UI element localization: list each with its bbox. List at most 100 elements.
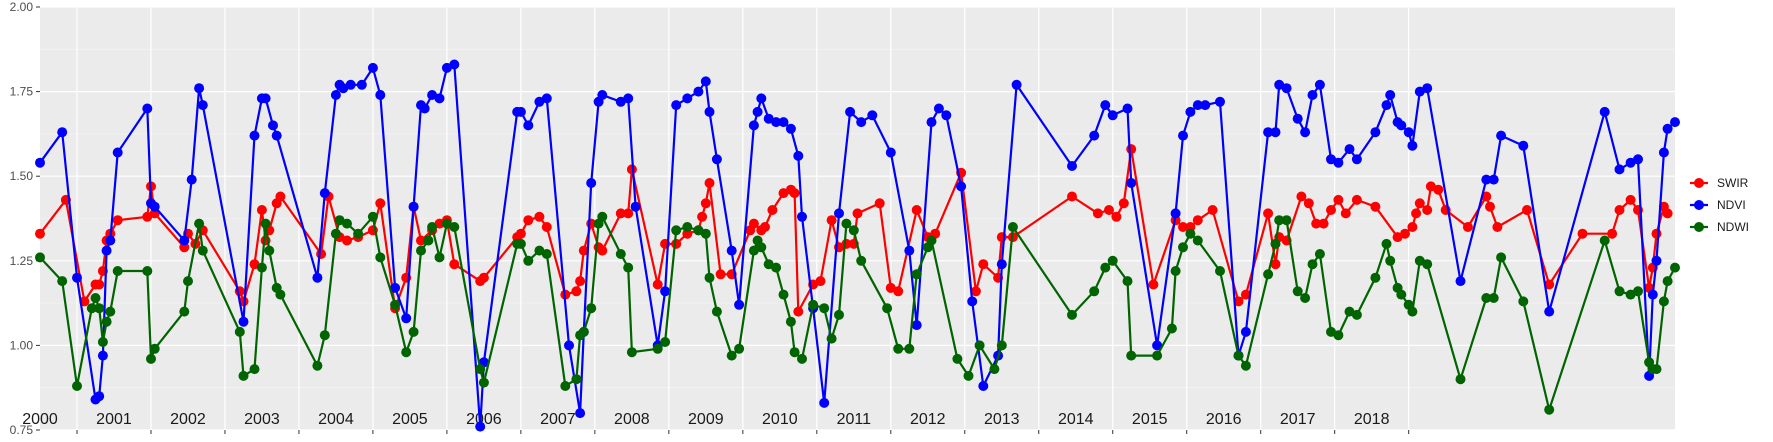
data-point-ndwi (826, 333, 837, 344)
data-point-ndvi (693, 86, 704, 97)
data-point-ndvi (1651, 255, 1662, 266)
data-point-ndwi (312, 360, 323, 371)
data-point-ndwi (1126, 350, 1137, 361)
data-point-ndvi (419, 103, 430, 114)
data-point-ndvi (904, 245, 915, 256)
data-point-ndwi (911, 269, 922, 280)
data-point-ndwi (423, 235, 434, 246)
data-point-ndvi (956, 181, 967, 192)
data-point-ndvi (1107, 110, 1118, 121)
data-point-ndvi (911, 320, 922, 331)
data-point-ndwi (541, 249, 552, 259)
data-point-ndvi (1455, 276, 1466, 287)
data-point-swir (852, 208, 863, 219)
data-point-swir (597, 245, 608, 256)
data-point-ndwi (1407, 306, 1418, 317)
data-point-ndvi (1192, 100, 1203, 111)
data-point-swir (626, 164, 637, 175)
data-point-swir (767, 205, 778, 215)
data-point-ndvi (142, 103, 153, 114)
legend-label: NDWI (1717, 220, 1749, 234)
data-point-ndvi (845, 106, 856, 117)
data-point-ndvi (112, 147, 123, 158)
data-point-ndwi (112, 266, 123, 276)
data-point-ndvi (1407, 140, 1418, 151)
data-point-ndvi (1381, 100, 1392, 111)
data-point-swir (1625, 194, 1636, 205)
data-point-swir (416, 235, 426, 246)
legend: SWIR NDVI NDWI (1688, 173, 1749, 237)
data-point-ndwi (1381, 238, 1392, 249)
legend-key-point (1694, 178, 1704, 188)
data-point-ndwi (97, 337, 108, 347)
series-ndvi (35, 59, 1680, 432)
data-point-ndvi (194, 83, 205, 94)
data-point-ndwi (408, 326, 419, 337)
data-point-ndwi (1496, 252, 1507, 263)
data-point-ndwi (660, 337, 671, 347)
data-point-ndwi (652, 343, 663, 354)
data-point-swir (893, 286, 904, 297)
data-point-swir (789, 188, 800, 199)
data-point-swir (1126, 144, 1137, 155)
data-point-swir (1263, 208, 1274, 219)
data-point-swir (1492, 222, 1503, 232)
data-point-ndvi (1385, 90, 1396, 100)
data-point-ndvi (312, 272, 323, 283)
data-point-ndwi (560, 381, 571, 391)
data-point-swir (874, 198, 885, 209)
data-point-ndvi (197, 100, 208, 111)
data-point-swir (623, 208, 634, 219)
data-point-swir (1544, 279, 1555, 290)
data-point-ndwi (711, 306, 722, 317)
data-point-ndvi (1100, 100, 1111, 111)
data-point-ndwi (571, 374, 582, 385)
data-point-ndwi (856, 255, 867, 266)
data-point-swir (652, 279, 663, 290)
data-point-ndwi (1240, 360, 1251, 371)
data-point-swir (715, 269, 726, 280)
data-point-ndwi (1351, 309, 1362, 320)
data-point-swir (1240, 289, 1251, 300)
data-point-ndwi (1192, 235, 1203, 246)
data-point-ndwi (1274, 215, 1285, 226)
data-point-ndvi (1314, 79, 1325, 90)
data-point-ndvi (179, 235, 190, 246)
year-label: 2014 (1058, 411, 1094, 428)
data-point-swir (1296, 191, 1307, 202)
data-point-ndwi (1170, 266, 1181, 276)
data-point-ndwi (390, 299, 401, 310)
data-point-ndvi (1481, 174, 1492, 185)
year-labels: 2000 2001 2002 2003 2004 2005 2006 2007 2008 2009… (22, 411, 1389, 428)
data-point-ndwi (623, 262, 634, 273)
year-label: 2004 (318, 411, 354, 428)
data-point-ndvi (819, 397, 830, 408)
data-point-ndwi (319, 330, 330, 341)
data-point-ndwi (1300, 293, 1311, 303)
data-point-ndwi (342, 218, 352, 229)
data-point-ndwi (578, 326, 589, 337)
data-point-ndvi (475, 421, 486, 432)
data-point-ndwi (1518, 296, 1529, 307)
data-point-swir (275, 191, 286, 202)
data-point-swir (1333, 194, 1344, 205)
data-point-ndvi (57, 127, 68, 138)
data-point-ndvi (771, 117, 782, 128)
data-point-swir (826, 215, 837, 226)
data-point-swir (316, 249, 327, 259)
data-point-ndwi (882, 303, 893, 314)
data-point-ndvi (564, 340, 574, 351)
legend-key-point (1694, 200, 1704, 210)
data-point-ndvi (1370, 127, 1381, 138)
data-point-swir (1104, 205, 1114, 215)
year-label: 2006 (466, 411, 502, 428)
data-point-ndwi (797, 353, 807, 364)
data-point-ndvi (1422, 83, 1433, 94)
data-point-ndwi (90, 293, 101, 303)
data-point-ndwi (1488, 293, 1499, 303)
data-point-ndwi (1544, 404, 1555, 415)
data-point-ndwi (105, 306, 116, 317)
data-point-swir (575, 276, 586, 287)
data-point-ndvi (72, 272, 82, 283)
data-point-swir (697, 211, 708, 222)
